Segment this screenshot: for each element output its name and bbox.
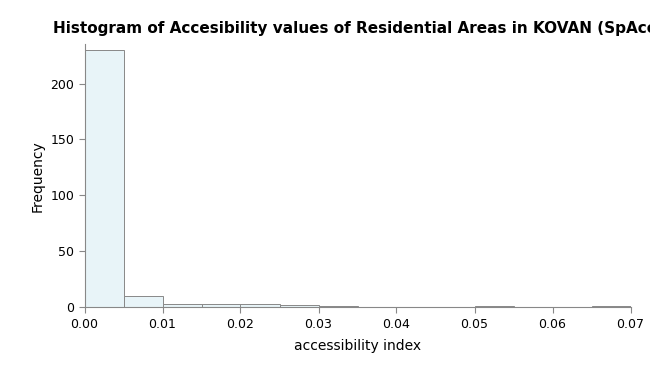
Bar <box>124 296 162 307</box>
Bar <box>318 306 358 307</box>
Bar <box>240 304 280 307</box>
X-axis label: accessibility index: accessibility index <box>294 339 421 353</box>
Y-axis label: Frequency: Frequency <box>31 140 45 212</box>
Bar <box>474 306 514 307</box>
Title: Histogram of Accesibility values of Residential Areas in KOVAN (SpAcc): Histogram of Accesibility values of Resi… <box>53 21 650 36</box>
Bar <box>280 305 318 307</box>
Bar <box>84 50 124 307</box>
Bar <box>592 306 630 307</box>
Bar <box>162 304 202 307</box>
Bar <box>202 304 240 307</box>
